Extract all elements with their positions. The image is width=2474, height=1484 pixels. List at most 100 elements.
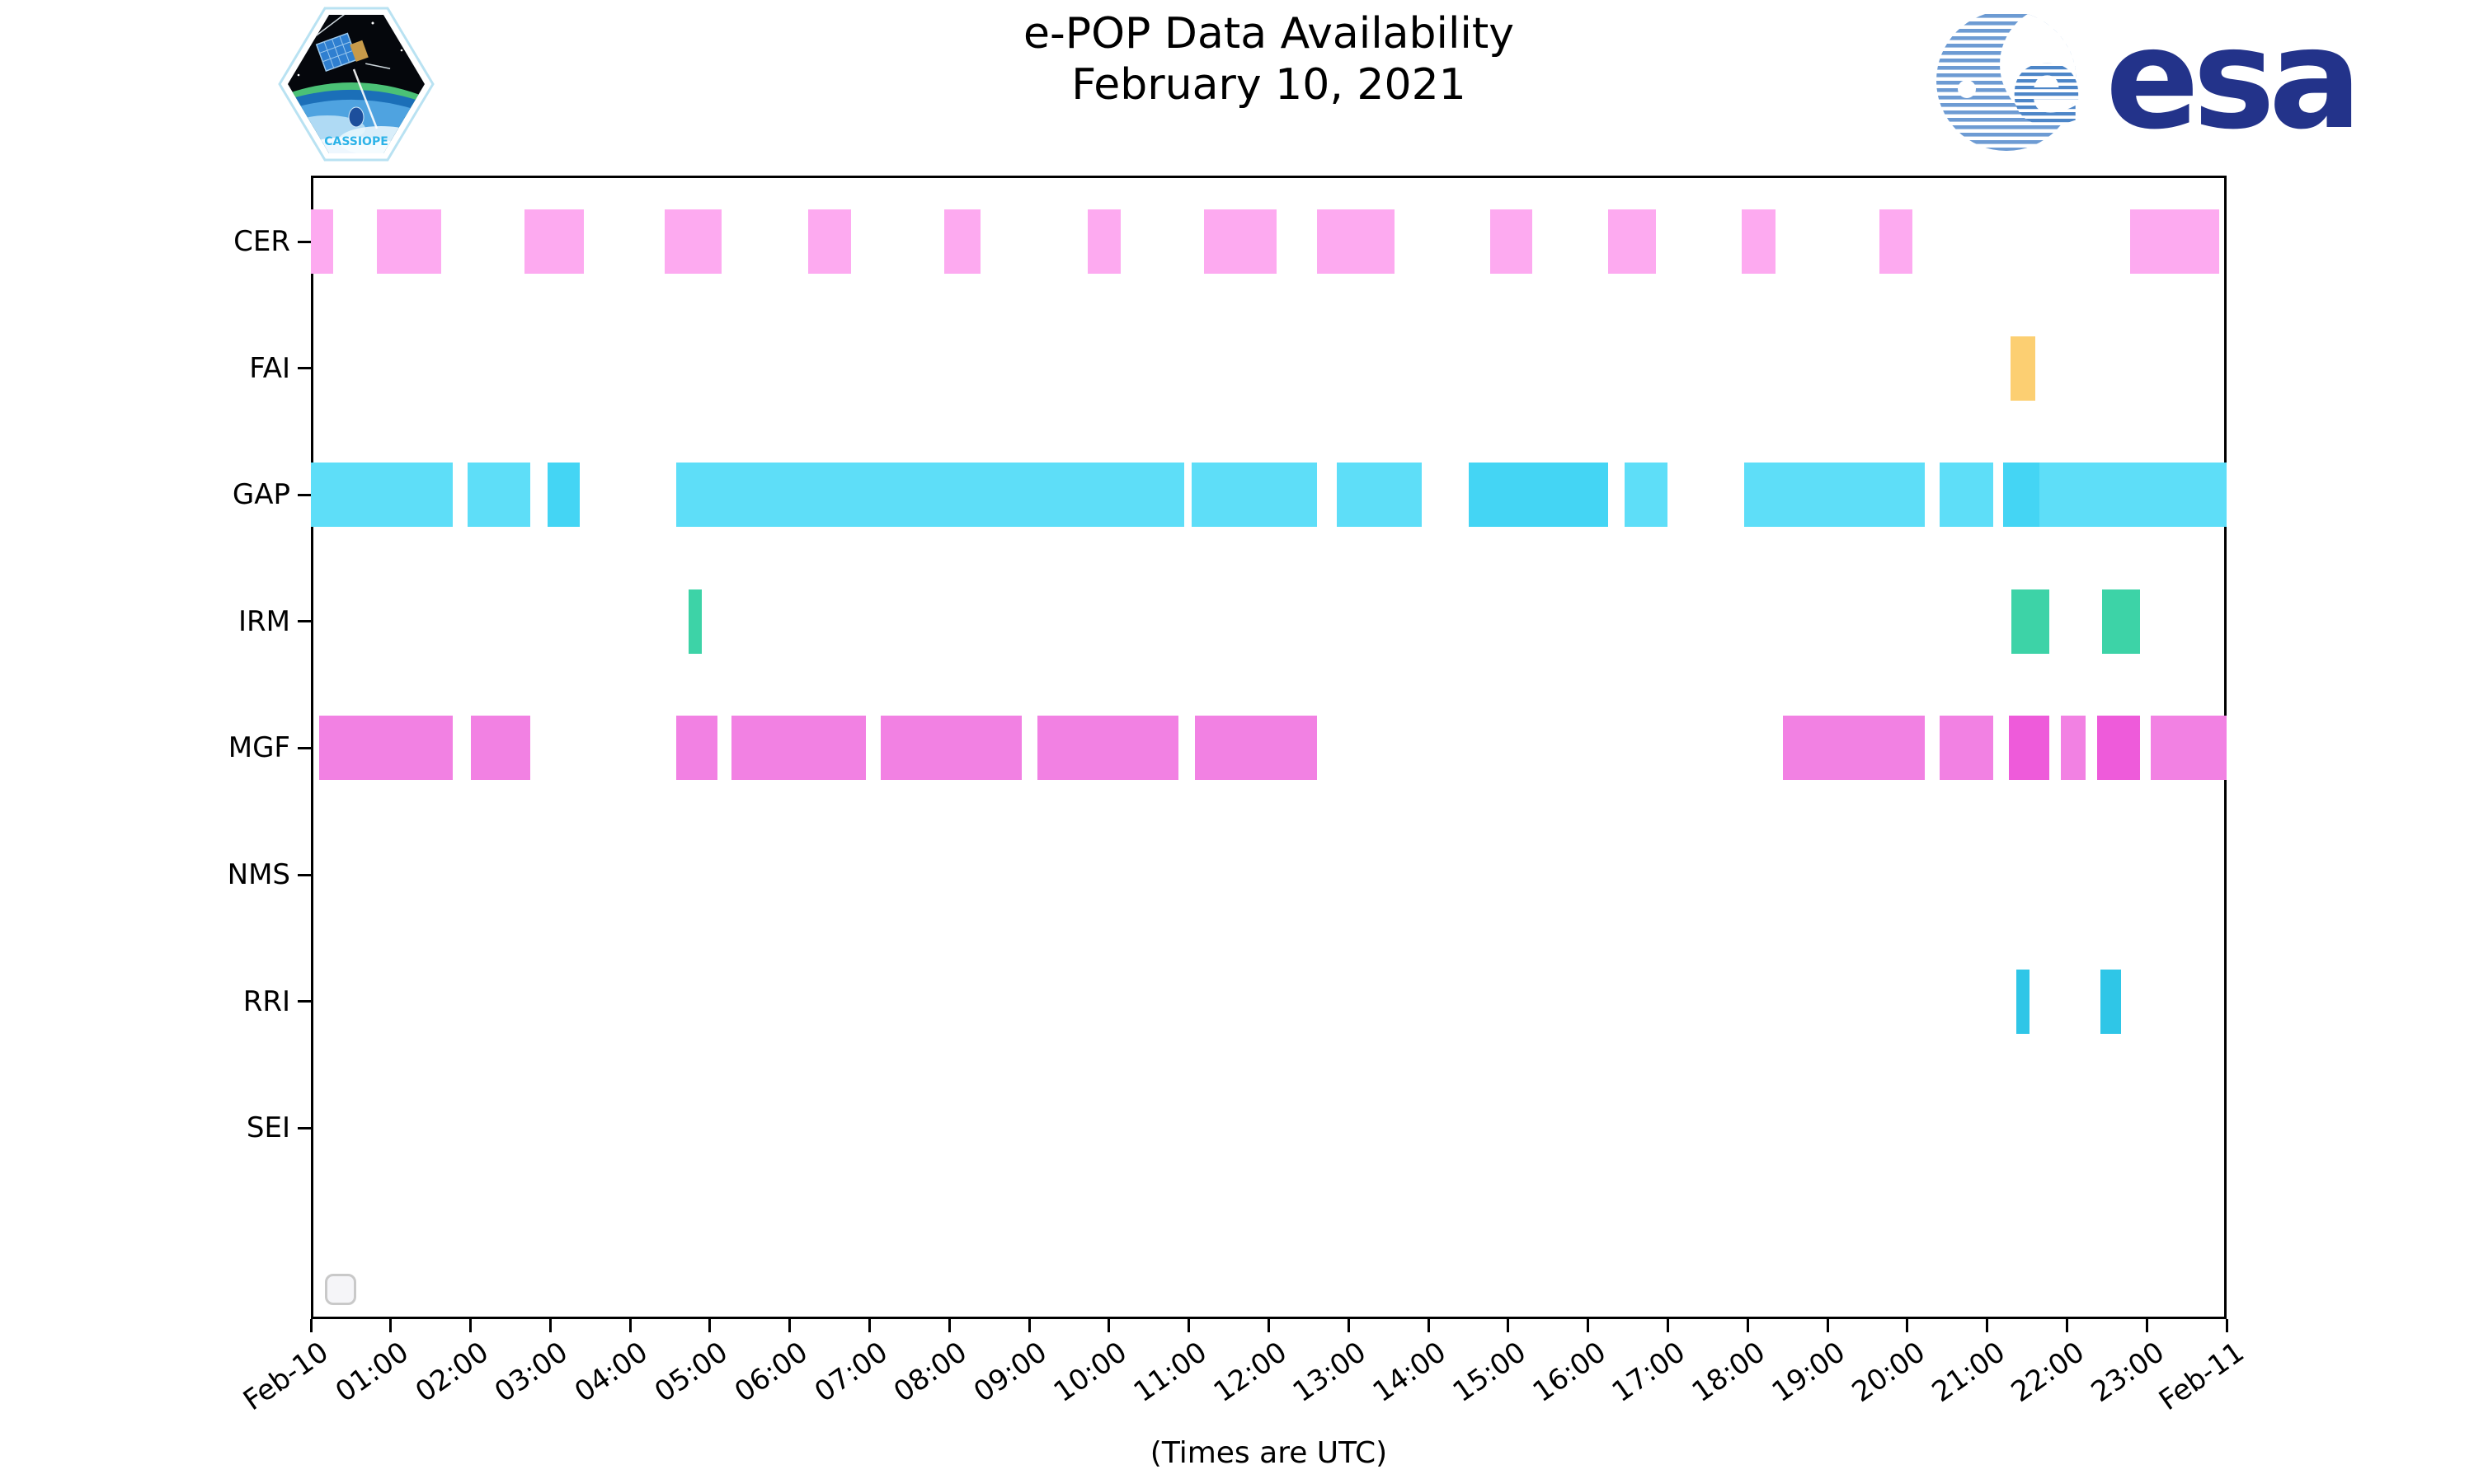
cer-availability-bar xyxy=(1879,209,1912,274)
x-tick-label: 20:00 xyxy=(1846,1336,1931,1409)
mgf-availability-bar xyxy=(676,716,717,781)
mgf-availability-bar xyxy=(881,716,1023,781)
gap-availability-bar xyxy=(2002,463,2039,528)
cer-availability-bar xyxy=(311,209,334,274)
x-tick xyxy=(1906,1319,1909,1332)
x-tick-label: 13:00 xyxy=(1287,1336,1373,1409)
y-tick xyxy=(298,240,311,243)
x-tick xyxy=(708,1319,712,1332)
irm-availability-bar xyxy=(2102,589,2141,654)
cer-availability-bar xyxy=(1489,209,1532,274)
esa-logotype: esa xyxy=(2105,7,2355,155)
fai-availability-bar xyxy=(2010,336,2035,401)
mgf-availability-bar xyxy=(1037,716,1179,781)
chart-title-block: e-POP Data Availability February 10, 202… xyxy=(311,8,2227,110)
cer-availability-bar xyxy=(2129,209,2220,274)
x-tick xyxy=(1108,1319,1111,1332)
gap-availability-bar xyxy=(467,463,531,528)
x-tick-label: 07:00 xyxy=(808,1336,894,1409)
mgf-availability-bar xyxy=(318,716,454,781)
x-tick xyxy=(948,1319,951,1332)
x-tick xyxy=(309,1319,313,1332)
gap-availability-bar xyxy=(1336,463,1423,528)
x-tick-label: 14:00 xyxy=(1366,1336,1453,1409)
y-tick xyxy=(298,1000,311,1003)
x-tick-label: 08:00 xyxy=(888,1336,974,1409)
x-tick xyxy=(1587,1319,1590,1332)
x-tick xyxy=(628,1319,632,1332)
gap-availability-bar xyxy=(311,463,454,528)
mgf-availability-bar xyxy=(2008,716,2050,781)
x-tick xyxy=(1986,1319,1989,1332)
x-tick-label: 05:00 xyxy=(648,1336,734,1409)
patch-beam xyxy=(352,68,379,129)
gap-availability-bar xyxy=(1744,463,1926,528)
gap-availability-bar xyxy=(1469,463,1608,528)
x-tick xyxy=(469,1319,473,1332)
x-tick-label: 21:00 xyxy=(1926,1336,2011,1409)
y-tick-label: MGF xyxy=(228,731,290,765)
x-tick-label: Feb-10 xyxy=(238,1336,335,1418)
y-tick-label: RRI xyxy=(242,984,290,1018)
y-tick xyxy=(298,493,311,496)
x-tick-label: 02:00 xyxy=(409,1336,495,1409)
x-tick xyxy=(1507,1319,1510,1332)
x-tick-label: 04:00 xyxy=(568,1336,655,1409)
x-tick xyxy=(1427,1319,1430,1332)
cassiope-mission-patch: CASSIOPE xyxy=(278,7,435,162)
x-tick-label: 03:00 xyxy=(489,1336,575,1409)
esa-logo: e esa xyxy=(1936,7,2362,155)
gap-availability-bar xyxy=(547,463,581,528)
x-tick-label: 10:00 xyxy=(1047,1336,1133,1409)
gap-availability-bar xyxy=(1191,463,1317,528)
irm-availability-bar xyxy=(688,589,703,654)
cer-availability-bar xyxy=(943,209,981,274)
x-tick xyxy=(389,1319,393,1332)
cer-availability-bar xyxy=(1316,209,1395,274)
x-tick xyxy=(2065,1319,2068,1332)
x-tick xyxy=(788,1319,792,1332)
x-tick-label: 22:00 xyxy=(2006,1336,2091,1409)
chart-title: e-POP Data Availability xyxy=(1023,9,1515,59)
mgf-availability-bar xyxy=(1939,716,1994,781)
mgf-availability-bar xyxy=(731,716,866,781)
x-tick xyxy=(1666,1319,1669,1332)
rri-availability-bar xyxy=(2100,969,2122,1034)
y-tick-label: SEI xyxy=(246,1111,290,1145)
x-tick-label: 06:00 xyxy=(728,1336,814,1409)
x-tick-label: 01:00 xyxy=(329,1336,415,1409)
x-tick xyxy=(548,1319,552,1332)
gap-availability-bar xyxy=(1625,463,1668,528)
x-tick-label: 15:00 xyxy=(1446,1336,1532,1409)
cer-availability-bar xyxy=(377,209,441,274)
x-tick xyxy=(2225,1319,2228,1332)
mgf-availability-bar xyxy=(470,716,531,781)
x-tick-label: 19:00 xyxy=(1766,1336,1851,1409)
chart-subtitle: February 10, 2021 xyxy=(1071,60,1466,110)
x-tick xyxy=(1188,1319,1191,1332)
x-tick-label: Feb-11 xyxy=(2153,1336,2251,1418)
y-tick-label: GAP xyxy=(232,478,290,512)
x-tick xyxy=(1746,1319,1749,1332)
cer-availability-bar xyxy=(664,209,722,274)
esa-globe-crescent xyxy=(2000,11,2077,124)
y-tick-label: IRM xyxy=(238,604,290,638)
cer-availability-bar xyxy=(1742,209,1776,274)
x-tick xyxy=(1826,1319,1829,1332)
cassiope-patch-label: CASSIOPE xyxy=(324,135,388,148)
empty-legend-box xyxy=(325,1274,356,1305)
x-tick-label: 12:00 xyxy=(1207,1336,1293,1409)
gap-availability-bar xyxy=(2039,463,2227,528)
x-tick xyxy=(2145,1319,2148,1332)
x-tick-label: 09:00 xyxy=(967,1336,1054,1409)
mgf-availability-bar xyxy=(1195,716,1317,781)
mgf-availability-bar xyxy=(2151,716,2227,781)
y-tick xyxy=(298,873,311,876)
x-tick xyxy=(1347,1319,1350,1332)
irm-availability-bar xyxy=(2011,589,2050,654)
rri-availability-bar xyxy=(2016,969,2030,1034)
x-tick xyxy=(1268,1319,1270,1332)
mgf-availability-bar xyxy=(2060,716,2086,781)
mgf-availability-bar xyxy=(2097,716,2141,781)
